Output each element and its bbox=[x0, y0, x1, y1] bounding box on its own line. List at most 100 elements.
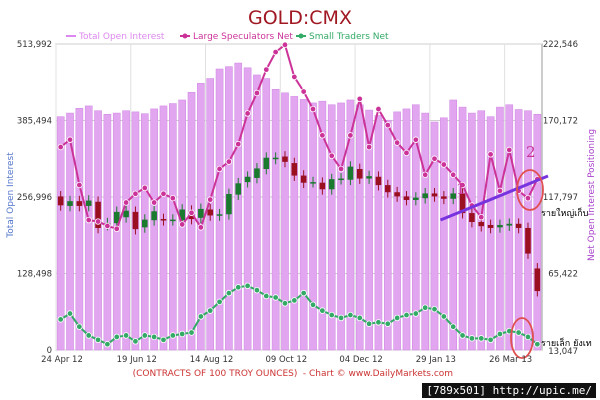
small-traders-net-point bbox=[393, 314, 401, 322]
open-interest-bar bbox=[56, 116, 65, 351]
large-speculators-net-point bbox=[319, 132, 326, 139]
price-candle bbox=[254, 168, 260, 178]
price-candle bbox=[534, 268, 541, 292]
small-traders-net-point bbox=[160, 336, 167, 344]
large-speculators-net-point bbox=[291, 73, 298, 81]
large-speculators-net-point bbox=[169, 194, 177, 202]
small-traders-net-point bbox=[319, 307, 326, 314]
small-traders-net-line bbox=[60, 284, 538, 346]
watermark: [789x501] http://upic.me/ bbox=[422, 383, 596, 398]
small-traders-net-point bbox=[281, 300, 289, 307]
price-candle bbox=[300, 175, 307, 183]
price-candle bbox=[319, 182, 326, 190]
highlight-circle-top bbox=[516, 169, 544, 211]
right-tick-label: 65,422 bbox=[548, 269, 578, 279]
open-interest-bar bbox=[383, 119, 392, 351]
large-speculators-net-point bbox=[94, 218, 102, 225]
large-speculators-net-point bbox=[375, 105, 382, 113]
small-traders-net-point bbox=[412, 310, 420, 317]
x-axis-label: (CONTRACTS OF 100 TROY OUNCES) bbox=[133, 369, 298, 379]
price-candle bbox=[207, 209, 214, 216]
price-candle bbox=[506, 223, 513, 226]
open-interest-bar bbox=[421, 112, 429, 351]
small-traders-net-point bbox=[207, 307, 214, 314]
large-speculators-net-point bbox=[459, 181, 466, 189]
open-interest-bar bbox=[374, 115, 383, 351]
price-candle bbox=[497, 224, 503, 228]
large-speculators-net-point bbox=[207, 196, 214, 203]
small-traders-net-point bbox=[403, 311, 410, 319]
large-speculators-net-point bbox=[450, 171, 457, 178]
open-interest-bar bbox=[290, 96, 299, 351]
left-tick-label: 128,498 bbox=[17, 270, 52, 280]
price-candle bbox=[366, 176, 372, 179]
open-interest-bar bbox=[327, 104, 336, 351]
small-traders-net-point bbox=[104, 341, 111, 348]
large-speculators-net-point bbox=[272, 48, 279, 56]
price-candle bbox=[291, 163, 298, 176]
open-interest-bar bbox=[271, 88, 280, 351]
price-candle bbox=[198, 208, 204, 218]
x-tick-label: 09 Oct 12 bbox=[265, 355, 307, 365]
small-traders-net-point bbox=[216, 298, 223, 306]
annotation-large-accumulating: รายใหญ่เก็บ bbox=[541, 206, 589, 219]
legend-marker bbox=[298, 33, 304, 39]
large-speculators-net-point bbox=[141, 184, 148, 192]
left-tick-label: 385,494 bbox=[17, 117, 52, 127]
trend-line bbox=[439, 174, 549, 222]
small-traders-net-point bbox=[113, 333, 120, 341]
open-interest-bar bbox=[169, 103, 177, 351]
small-traders-net-point bbox=[496, 330, 504, 338]
open-interest-bar bbox=[243, 67, 252, 351]
small-traders-net-point bbox=[421, 304, 429, 311]
large-speculators-net-line bbox=[60, 43, 539, 231]
left-tick-label: 0 bbox=[47, 346, 52, 356]
large-speculators-net-point bbox=[225, 158, 233, 165]
small-traders-net-point bbox=[57, 316, 64, 323]
open-interest-bar bbox=[533, 113, 542, 351]
price-candle bbox=[85, 200, 92, 206]
price-candle bbox=[216, 214, 223, 216]
large-speculators-net-point bbox=[506, 146, 513, 154]
open-interest-bar bbox=[346, 99, 355, 351]
small-traders-net-point bbox=[450, 323, 457, 330]
price-candle bbox=[441, 196, 447, 199]
price-candle bbox=[338, 178, 344, 181]
price-candle bbox=[76, 201, 83, 206]
x-tick-label: 24 Apr 12 bbox=[41, 355, 83, 365]
small-traders-net-point bbox=[468, 335, 476, 342]
open-interest-bar bbox=[402, 108, 411, 351]
large-speculators-net-point bbox=[113, 225, 120, 233]
x-tick-label: 26 Mar 13 bbox=[489, 355, 532, 365]
price-candle bbox=[328, 179, 335, 190]
small-traders-net-point bbox=[122, 332, 130, 339]
small-traders-net-point bbox=[132, 338, 139, 345]
small-traders-net-point bbox=[524, 333, 532, 341]
open-interest-bar bbox=[468, 112, 476, 351]
large-speculators-net-point bbox=[263, 66, 270, 73]
price-candles bbox=[57, 151, 541, 297]
x-tick-label: 04 Dec 12 bbox=[339, 355, 382, 365]
price-candle bbox=[132, 211, 139, 230]
price-candle bbox=[141, 219, 148, 228]
price-candle bbox=[347, 166, 354, 180]
small-traders-net-point bbox=[85, 332, 92, 339]
price-candle bbox=[375, 176, 382, 186]
large-speculators-net-point bbox=[347, 132, 354, 139]
small-traders-net-point bbox=[291, 297, 298, 304]
open-interest-bar bbox=[430, 121, 439, 351]
large-speculators-net-point bbox=[328, 152, 335, 160]
open-interest-bar bbox=[122, 110, 130, 351]
price-candle bbox=[179, 209, 185, 221]
open-interest-bar bbox=[440, 117, 448, 351]
small-traders-net-point bbox=[309, 301, 317, 308]
open-interest-bar bbox=[159, 105, 168, 351]
small-traders-net-point bbox=[440, 313, 448, 320]
price-candle bbox=[384, 185, 391, 193]
open-interest-bar bbox=[281, 92, 289, 351]
x-tick-label: 29 Jan 13 bbox=[416, 355, 456, 365]
large-speculators-net-point bbox=[403, 149, 410, 157]
large-speculators-net-point bbox=[235, 140, 242, 148]
price-candle bbox=[525, 227, 531, 254]
